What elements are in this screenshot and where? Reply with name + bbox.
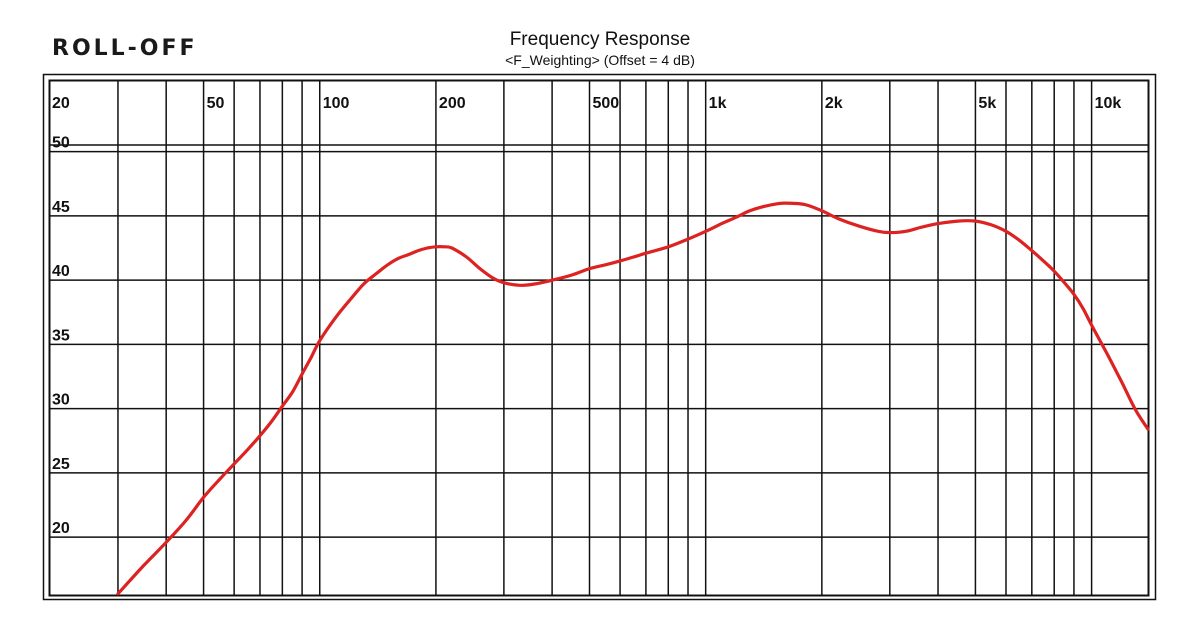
x-tick-label: 500 (593, 95, 620, 112)
y-tick-label: 40 (52, 263, 70, 280)
chart-subtitle: <F_Weighting> (Offset = 4 dB) (505, 52, 695, 68)
x-tick-label: 2k (825, 95, 843, 112)
x-tick-label: 5k (978, 95, 996, 112)
y-tick-label: 50 (52, 135, 70, 152)
x-tick-label: 20 (52, 95, 70, 112)
plot-area-border (48, 79, 1150, 597)
y-tick-label: 30 (52, 392, 70, 409)
x-tick-label: 200 (439, 95, 466, 112)
x-tick-label: 100 (323, 95, 350, 112)
y-tick-label: 35 (52, 327, 70, 344)
y-tick-label: 25 (52, 456, 70, 473)
brand-logo: ROLL-OFF (52, 36, 198, 61)
chart-outer-frame (42, 73, 1157, 601)
y-tick-label: 20 (52, 520, 70, 537)
x-tick-label: 50 (207, 95, 225, 112)
tick-label-layer: 20 50 100 200 500 1k 2k 5k 10k 50 45 40 35 30 25 20 (52, 95, 1121, 537)
chart-title: Frequency Response (509, 29, 691, 50)
response-curve (116, 201, 1150, 596)
y-tick-label: 45 (52, 199, 70, 216)
x-tick-label: 10k (1095, 95, 1122, 112)
x-tick-label: 1k (709, 95, 727, 112)
grid-layer (50, 81, 1148, 595)
